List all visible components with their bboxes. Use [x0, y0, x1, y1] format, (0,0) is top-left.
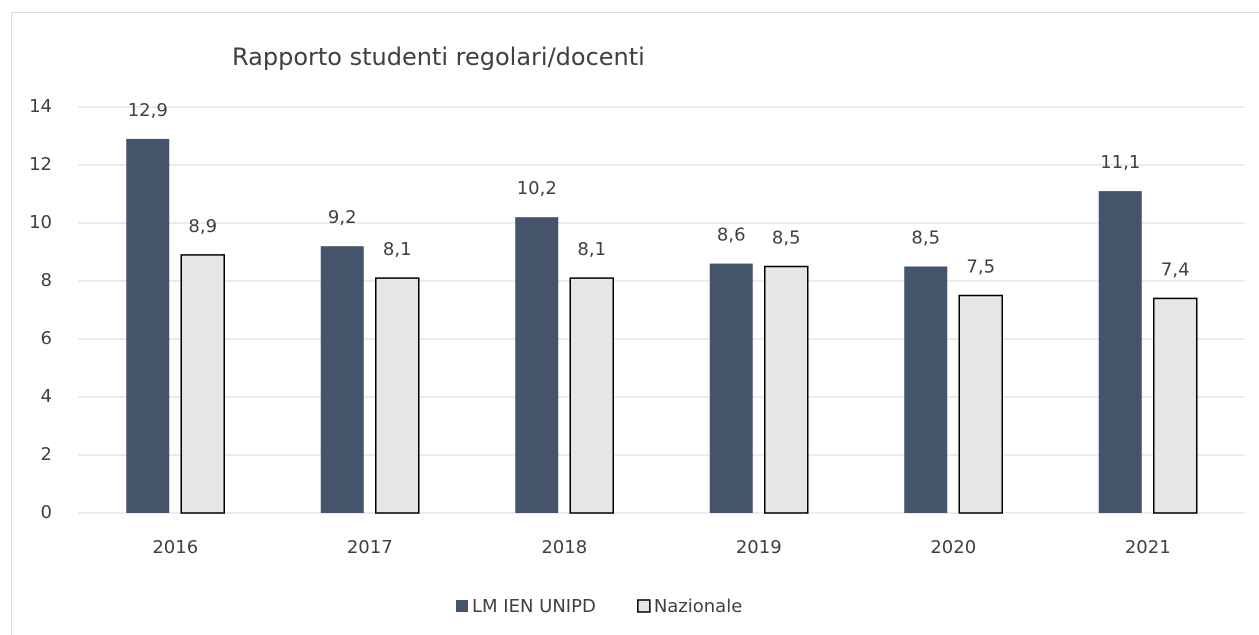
bar: [569, 277, 614, 514]
x-tick-label: 2016: [152, 537, 198, 558]
x-tick-label: 2021: [1125, 537, 1171, 558]
legend-label: LM IEN UNIPD: [472, 596, 596, 617]
y-tick-label: 10: [29, 212, 52, 233]
data-label: 9,2: [328, 207, 357, 228]
y-tick-label: 12: [29, 154, 52, 175]
bar: [764, 265, 809, 514]
x-tick-label: 2018: [541, 537, 587, 558]
bar: [515, 217, 559, 513]
bar: [709, 263, 753, 513]
bar: [1098, 191, 1142, 513]
bar: [320, 246, 364, 513]
legend-swatch: [637, 599, 651, 613]
y-tick-label: 14: [29, 96, 52, 117]
bar: [375, 277, 420, 514]
data-label: 8,6: [717, 225, 746, 246]
chart-title: Rapporto studenti regolari/docenti: [232, 43, 645, 71]
y-tick-label: 4: [41, 386, 52, 407]
data-label: 12,9: [128, 100, 168, 121]
y-tick-label: 2: [41, 444, 52, 465]
data-label: 7,5: [966, 257, 995, 278]
data-label: 10,2: [517, 178, 557, 199]
bar: [126, 138, 170, 513]
bar: [904, 266, 948, 513]
data-label: 11,1: [1100, 152, 1140, 173]
data-label: 8,1: [383, 239, 412, 260]
bar: [958, 294, 1003, 514]
data-label: 8,5: [772, 228, 801, 249]
bar: [1153, 297, 1198, 514]
data-label: 8,5: [911, 228, 940, 249]
x-tick-label: 2020: [930, 537, 976, 558]
data-label: 7,4: [1161, 259, 1190, 280]
y-tick-label: 6: [41, 328, 52, 349]
y-tick-label: 0: [41, 502, 52, 523]
x-tick-label: 2019: [736, 537, 782, 558]
legend-swatch: [456, 600, 468, 612]
y-tick-label: 8: [41, 270, 52, 291]
data-label: 8,9: [188, 216, 217, 237]
data-label: 8,1: [577, 239, 606, 260]
x-tick-label: 2017: [347, 537, 393, 558]
bar: [180, 254, 225, 514]
legend-label: Nazionale: [654, 596, 742, 617]
